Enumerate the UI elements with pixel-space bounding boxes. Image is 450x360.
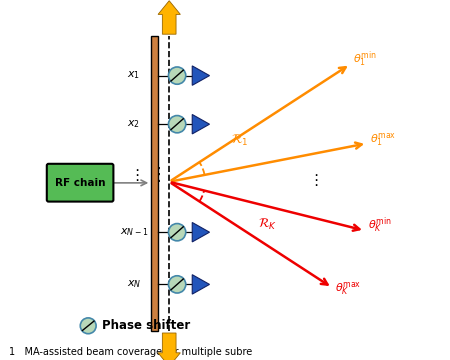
- Text: $\theta_1^{\rm max}$: $\theta_1^{\rm max}$: [370, 131, 396, 148]
- Text: $\vdots$: $\vdots$: [149, 165, 161, 184]
- Circle shape: [168, 67, 186, 84]
- Polygon shape: [192, 222, 210, 242]
- Text: $\theta_1^{\rm min}$: $\theta_1^{\rm min}$: [353, 49, 377, 69]
- FancyArrow shape: [158, 1, 180, 34]
- Text: $\vdots$: $\vdots$: [129, 167, 139, 183]
- FancyBboxPatch shape: [47, 164, 113, 202]
- Text: $\theta_K^{\rm max}$: $\theta_K^{\rm max}$: [335, 280, 361, 297]
- Text: $\theta_K^{\rm min}$: $\theta_K^{\rm min}$: [368, 215, 392, 235]
- Text: $\mathcal{R}_K$: $\mathcal{R}_K$: [258, 217, 277, 232]
- Polygon shape: [192, 275, 210, 294]
- Text: Phase shifter: Phase shifter: [102, 319, 190, 332]
- Text: $x_{1}$: $x_{1}$: [127, 70, 140, 81]
- Text: $x_{2}$: $x_{2}$: [127, 118, 140, 130]
- Circle shape: [168, 116, 186, 133]
- Bar: [151, 36, 158, 331]
- FancyArrow shape: [158, 333, 180, 360]
- Polygon shape: [192, 114, 210, 134]
- Circle shape: [80, 318, 96, 334]
- Polygon shape: [192, 66, 210, 85]
- Circle shape: [168, 276, 186, 293]
- Text: 1   MA-assisted beam coverage for multiple subre: 1 MA-assisted beam coverage for multiple…: [9, 347, 252, 357]
- Text: $x_{N-1}$: $x_{N-1}$: [120, 226, 148, 238]
- Text: $\vdots$: $\vdots$: [308, 172, 319, 188]
- Text: RF chain: RF chain: [55, 178, 105, 188]
- Text: $x_{N}$: $x_{N}$: [127, 279, 141, 290]
- Circle shape: [168, 224, 186, 241]
- Text: $\mathcal{R}_1$: $\mathcal{R}_1$: [231, 132, 249, 148]
